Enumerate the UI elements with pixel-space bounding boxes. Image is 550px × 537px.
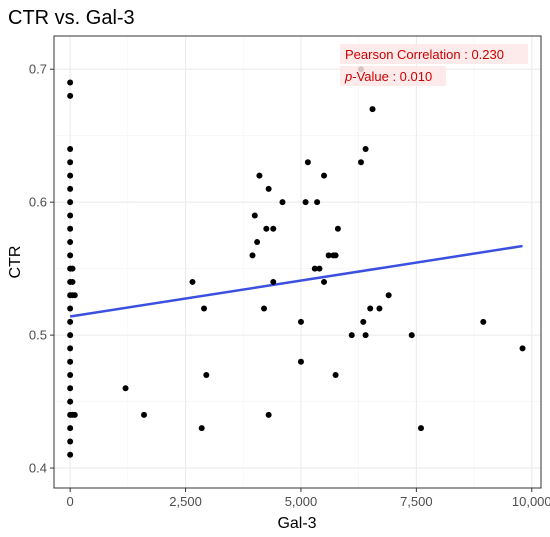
data-point xyxy=(251,212,258,219)
y-tick-label: 0.5 xyxy=(29,328,47,343)
data-point xyxy=(314,199,321,206)
data-point xyxy=(67,225,74,232)
data-point xyxy=(408,332,415,339)
data-point xyxy=(67,199,74,206)
y-tick-label: 0.4 xyxy=(29,461,47,476)
data-point xyxy=(265,185,272,192)
data-point xyxy=(362,332,369,339)
x-tick-label: 0 xyxy=(67,494,74,509)
data-point xyxy=(332,252,339,259)
stats-annotation: Pearson Correlation : 0.230 p-Value : 0.… xyxy=(340,44,528,86)
data-point xyxy=(325,252,332,259)
data-point xyxy=(357,159,364,166)
chart-title: CTR vs. Gal-3 xyxy=(8,7,135,29)
data-point xyxy=(198,425,205,432)
data-point xyxy=(360,318,367,325)
data-point xyxy=(270,278,277,285)
data-point xyxy=(297,358,304,365)
data-point xyxy=(376,305,383,312)
data-point xyxy=(67,92,74,99)
pearson-correlation-text: Pearson Correlation : 0.230 xyxy=(345,47,504,62)
fit-line-layer xyxy=(69,244,523,318)
data-point xyxy=(67,146,74,152)
data-point xyxy=(265,411,272,418)
data-point xyxy=(367,305,374,312)
data-point xyxy=(67,438,74,445)
data-point xyxy=(67,385,74,392)
data-point xyxy=(67,425,74,432)
data-point xyxy=(316,265,323,272)
data-point xyxy=(302,199,309,206)
points-layer xyxy=(67,66,526,458)
data-point xyxy=(334,225,341,232)
data-point xyxy=(321,172,328,179)
data-point xyxy=(67,345,74,352)
grid xyxy=(54,36,541,488)
y-tick-label: 0.7 xyxy=(29,62,47,77)
data-point xyxy=(67,252,74,259)
plot-panel-border xyxy=(53,35,542,489)
data-point xyxy=(249,252,256,259)
data-point xyxy=(519,345,526,352)
x-tick-label: 7,500 xyxy=(400,494,433,509)
data-point xyxy=(71,411,78,418)
data-point xyxy=(67,372,74,378)
data-point xyxy=(67,451,74,458)
data-point xyxy=(385,292,392,299)
data-point xyxy=(122,385,129,392)
x-axis-title: Gal-3 xyxy=(277,515,316,532)
x-tick-label: 10,000 xyxy=(512,494,550,509)
data-point xyxy=(417,425,424,432)
p-value-label: p-Value : 0.010 xyxy=(344,69,432,84)
data-point xyxy=(321,278,328,285)
data-point xyxy=(304,159,311,166)
data-point xyxy=(263,225,270,232)
data-point xyxy=(67,172,74,179)
data-point xyxy=(297,318,304,325)
x-tick-label: 2,500 xyxy=(169,494,202,509)
data-point xyxy=(67,305,74,312)
data-point xyxy=(369,106,376,113)
data-point xyxy=(203,372,210,378)
data-point xyxy=(480,318,487,325)
data-point xyxy=(254,239,261,246)
pearson-correlation-label: Pearson Correlation : 0.230 xyxy=(345,47,504,62)
data-point xyxy=(67,358,74,365)
data-point xyxy=(69,278,76,285)
data-point xyxy=(332,372,339,378)
pearson-annotation-bg xyxy=(340,44,528,64)
data-point xyxy=(67,332,74,339)
p-value-prefix: p xyxy=(344,69,352,84)
axis-ticks: 0 2,500 5,000 7,500 10,000 0.4 0.5 0.6 0.7 xyxy=(29,62,550,509)
data-point xyxy=(201,305,208,312)
data-point xyxy=(189,278,196,285)
data-point xyxy=(261,305,268,312)
data-point xyxy=(67,79,74,86)
y-tick-label: 0.6 xyxy=(29,195,47,210)
data-point xyxy=(67,212,74,219)
x-tick-label: 5,000 xyxy=(285,494,318,509)
data-point xyxy=(279,199,286,206)
data-point xyxy=(69,265,76,272)
data-point xyxy=(71,292,78,299)
p-value-annotation-bg xyxy=(340,66,446,86)
data-point xyxy=(362,146,369,152)
data-point xyxy=(270,225,277,232)
y-axis-title: CTR xyxy=(7,246,24,279)
data-point xyxy=(311,265,318,272)
data-point xyxy=(67,185,74,192)
data-point xyxy=(256,172,263,179)
regression-line xyxy=(69,244,523,318)
data-point xyxy=(141,411,148,418)
data-point xyxy=(67,318,74,325)
data-point xyxy=(348,332,355,339)
data-point xyxy=(67,159,74,166)
p-value-text: -Value : 0.010 xyxy=(352,69,432,84)
data-point xyxy=(67,398,74,405)
data-point xyxy=(67,239,74,246)
